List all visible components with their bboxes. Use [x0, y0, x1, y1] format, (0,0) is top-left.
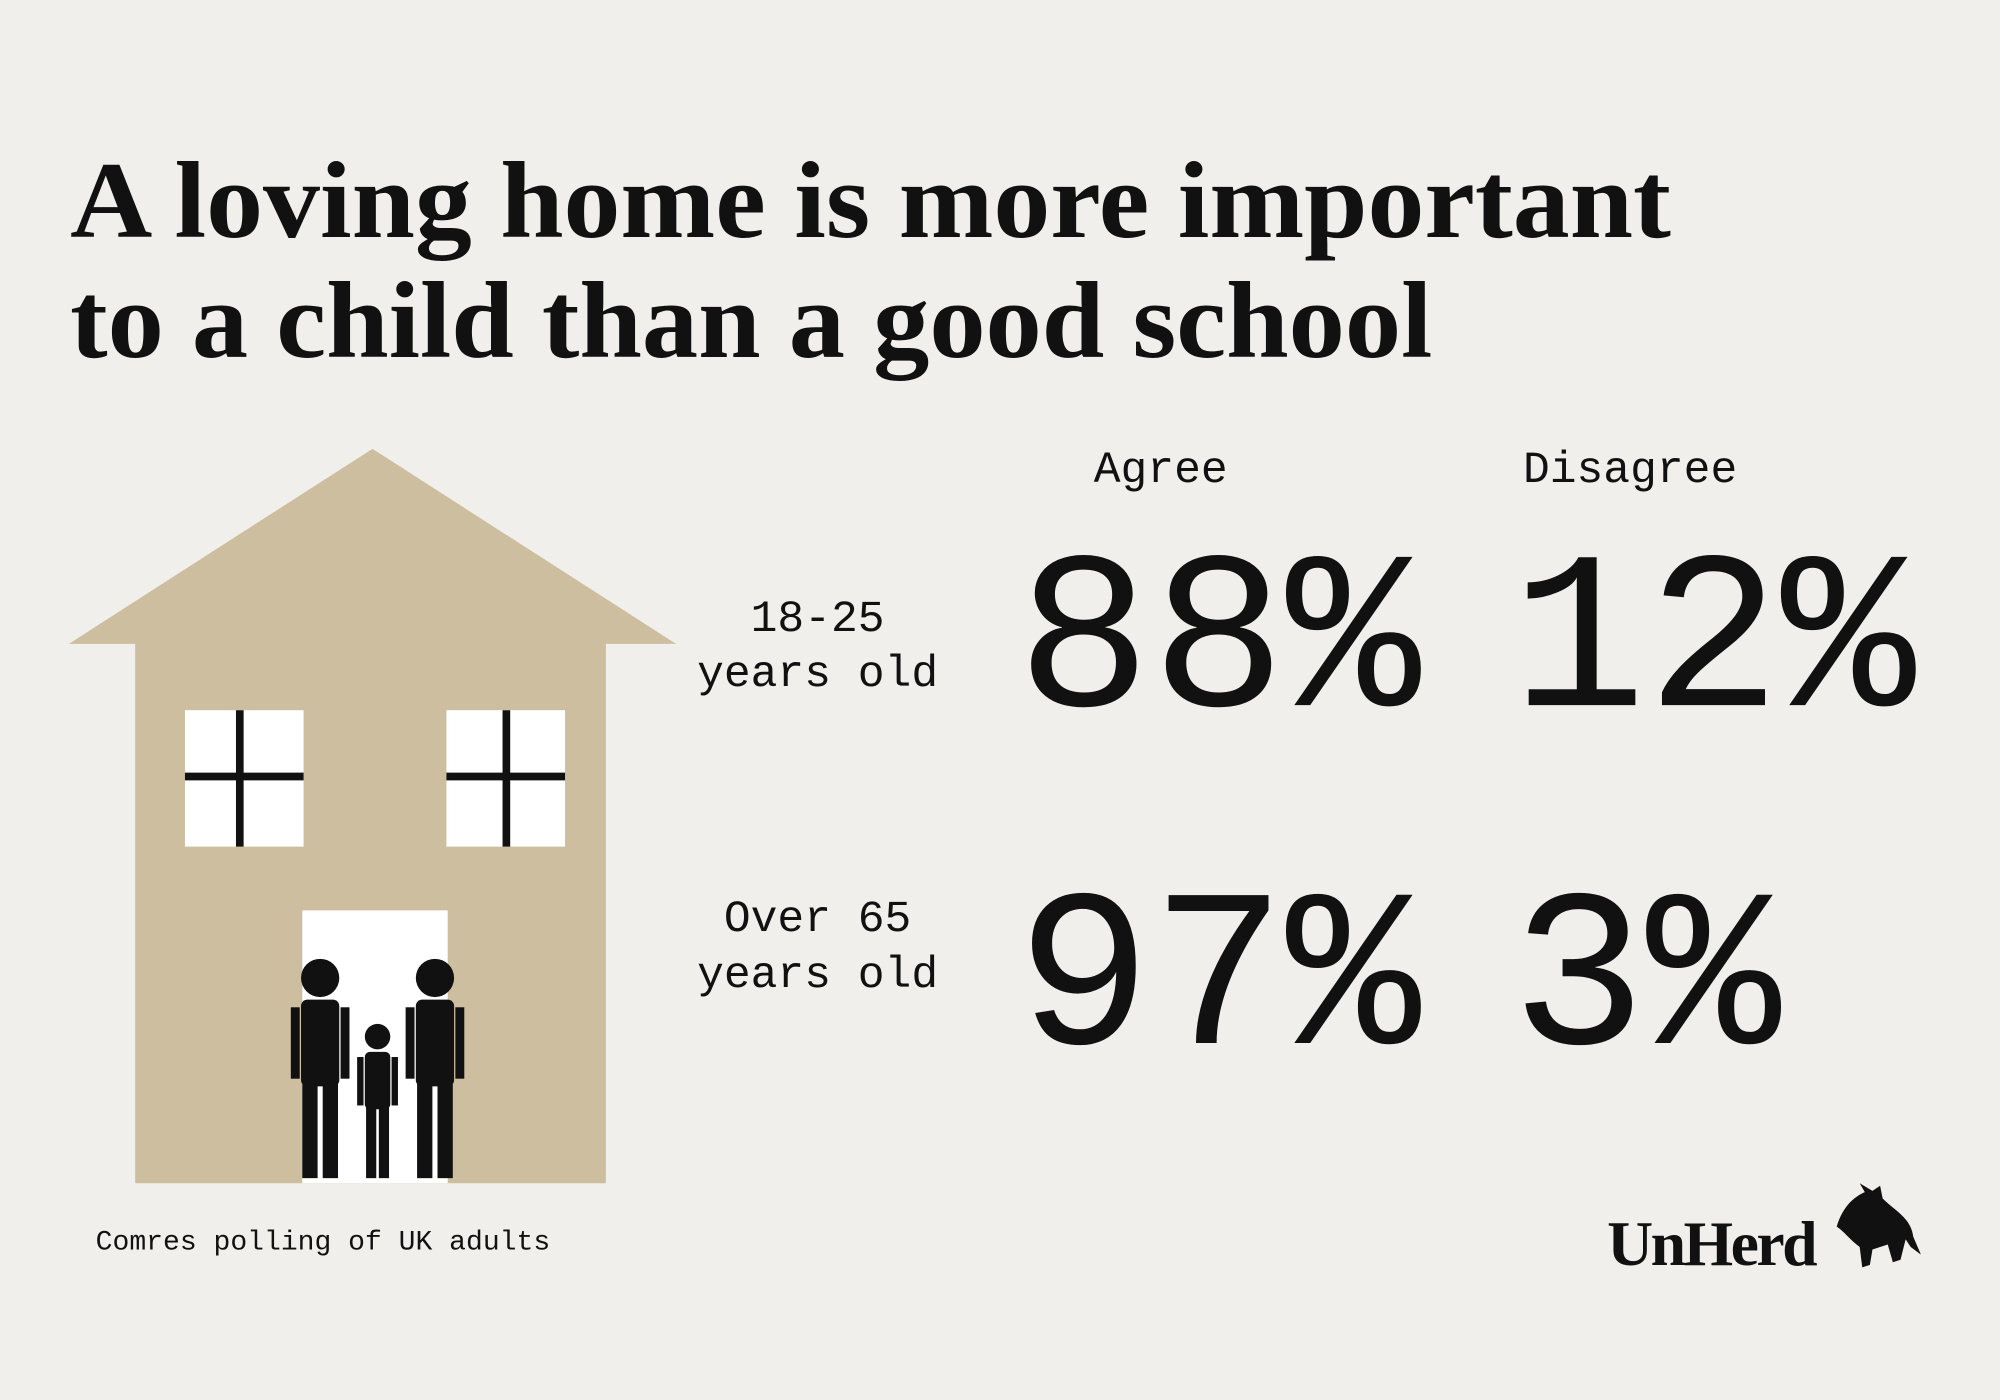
- row-label: Over 65: [724, 895, 912, 945]
- row-label: years old: [697, 951, 938, 1001]
- row-label: 18-25: [751, 595, 885, 645]
- brand-emblem: [1836, 1183, 1921, 1268]
- percentage-value: 3%: [1511, 857, 1781, 1111]
- percentage-value: 88%: [1017, 519, 1421, 773]
- row-label: years old: [697, 650, 938, 700]
- column-header: Disagree: [1523, 446, 1737, 496]
- source-note: Comres polling of UK adults: [96, 1228, 551, 1259]
- column-header: Agree: [1094, 446, 1228, 496]
- percentage-value: 12%: [1511, 519, 1915, 773]
- title-line: A loving home is more important: [70, 139, 1671, 261]
- title-line: to a child than a good school: [70, 259, 1432, 381]
- house-body: [68, 448, 677, 1184]
- house: [68, 448, 677, 1184]
- family-icon: [290, 958, 465, 1179]
- brand-logo: UnHerd: [1607, 1208, 1817, 1279]
- percentage-value: 97%: [1017, 857, 1421, 1111]
